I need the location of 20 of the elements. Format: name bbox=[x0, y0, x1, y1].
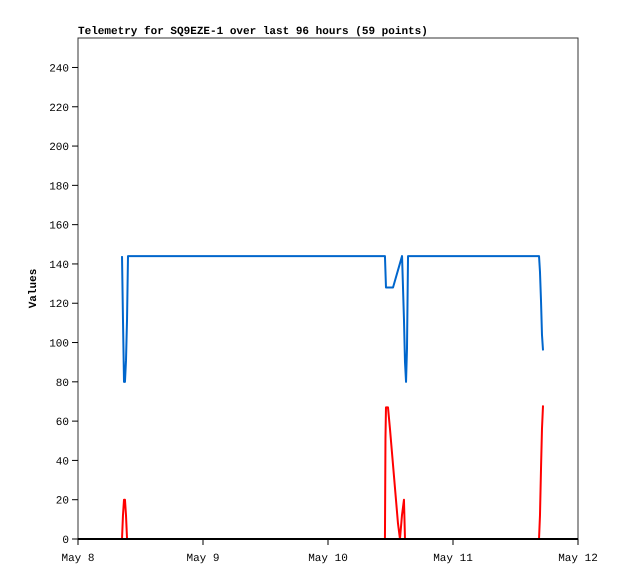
x-tick-label: May 11 bbox=[433, 553, 474, 565]
y-tick-label: 0 bbox=[62, 535, 69, 547]
x-tick-label: May 12 bbox=[558, 553, 598, 565]
y-tick-label: 240 bbox=[49, 63, 69, 76]
x-tick-label: May 10 bbox=[308, 553, 348, 565]
y-tick-label: 60 bbox=[56, 417, 69, 430]
y-axis-title: Values bbox=[28, 268, 40, 308]
y-tick-label: 20 bbox=[56, 496, 69, 508]
y-tick-label: 120 bbox=[49, 299, 69, 312]
y-tick-label: 80 bbox=[56, 378, 69, 390]
y-tick-label: 40 bbox=[56, 456, 69, 468]
x-tick-label: May 9 bbox=[186, 553, 220, 565]
y-tick-label: 100 bbox=[49, 338, 69, 351]
y-tick-label: 200 bbox=[49, 142, 69, 154]
y-tick-label: 220 bbox=[49, 102, 69, 115]
y-tick-label: 140 bbox=[49, 260, 69, 272]
y-tick-label: 160 bbox=[49, 220, 69, 233]
x-tick-label: May 8 bbox=[61, 553, 95, 565]
y-tick-label: 180 bbox=[49, 181, 69, 194]
chart-title: Telemetry for SQ9EZE-1 over last 96 hours (59 points) bbox=[78, 25, 428, 38]
